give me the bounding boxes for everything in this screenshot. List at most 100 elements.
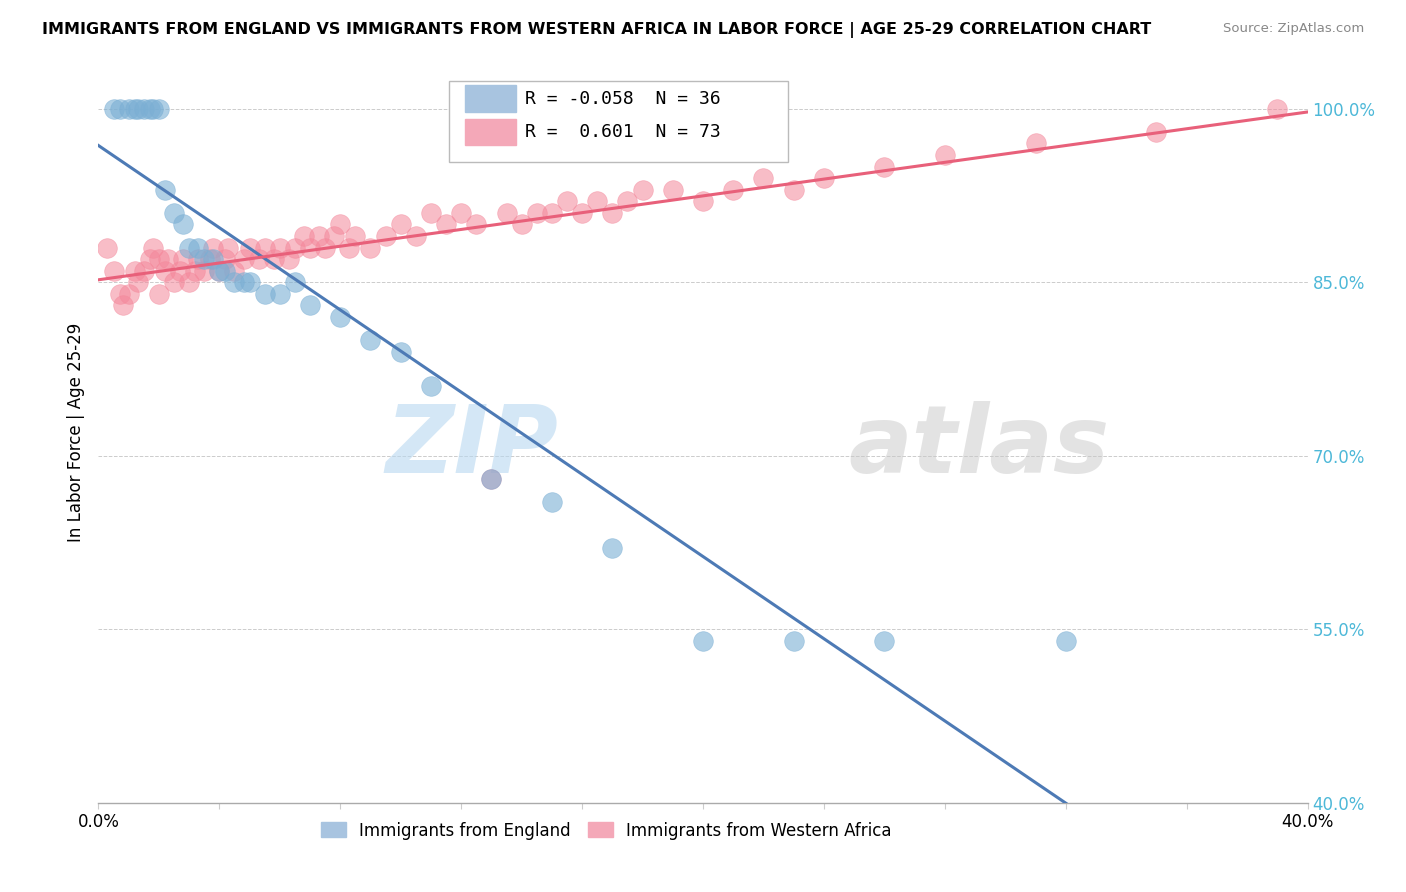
Point <box>752 171 775 186</box>
Point <box>277 252 299 266</box>
Legend: Immigrants from England, Immigrants from Western Africa: Immigrants from England, Immigrants from… <box>315 815 898 847</box>
Point <box>284 275 307 289</box>
Point <box>132 263 155 277</box>
Point <box>118 286 141 301</box>
Point <box>187 240 209 254</box>
Text: atlas: atlas <box>848 401 1109 493</box>
Point <box>405 229 427 244</box>
Point <box>1267 102 1289 116</box>
Point <box>202 240 225 254</box>
Point <box>200 252 222 266</box>
Point <box>481 472 503 486</box>
Point <box>631 183 654 197</box>
Point <box>217 240 239 254</box>
FancyBboxPatch shape <box>465 119 516 145</box>
FancyBboxPatch shape <box>465 86 516 112</box>
Point <box>616 194 638 209</box>
Point <box>142 240 165 254</box>
Point <box>389 344 412 359</box>
Point <box>360 333 382 347</box>
Point <box>253 240 276 254</box>
Point <box>360 240 382 254</box>
Point <box>179 240 201 254</box>
Point <box>153 183 176 197</box>
Point <box>163 275 186 289</box>
Point <box>344 229 367 244</box>
Point <box>783 633 806 648</box>
Point <box>374 229 396 244</box>
Point <box>193 263 215 277</box>
Point <box>269 286 291 301</box>
Point <box>184 263 207 277</box>
Point <box>169 263 191 277</box>
Point <box>148 102 170 116</box>
Point <box>420 206 443 220</box>
Point <box>148 286 170 301</box>
Text: R = -0.058  N = 36: R = -0.058 N = 36 <box>526 90 721 108</box>
Point <box>723 183 745 197</box>
Point <box>434 218 457 232</box>
Point <box>1144 125 1167 139</box>
Point <box>214 263 236 277</box>
Point <box>124 263 146 277</box>
Point <box>661 183 683 197</box>
Point <box>103 263 125 277</box>
Point <box>450 206 472 220</box>
Point <box>555 194 578 209</box>
Point <box>284 240 307 254</box>
Point <box>337 240 360 254</box>
Text: ZIP: ZIP <box>385 401 558 493</box>
Point <box>214 252 236 266</box>
Point <box>156 252 179 266</box>
Point <box>1054 633 1077 648</box>
Point <box>269 240 291 254</box>
Point <box>148 252 170 266</box>
Point <box>526 206 548 220</box>
Point <box>232 252 254 266</box>
Point <box>111 298 134 312</box>
Point <box>139 252 162 266</box>
Point <box>571 206 593 220</box>
Point <box>103 102 125 116</box>
Point <box>692 194 714 209</box>
Point <box>247 252 270 266</box>
Point <box>202 252 225 266</box>
Point <box>495 206 517 220</box>
Point <box>292 229 315 244</box>
Text: R =  0.601  N = 73: R = 0.601 N = 73 <box>526 123 721 141</box>
Point <box>96 240 118 254</box>
Point <box>239 240 262 254</box>
Point <box>118 102 141 116</box>
Point <box>132 102 155 116</box>
Point <box>323 229 346 244</box>
Y-axis label: In Labor Force | Age 25-29: In Labor Force | Age 25-29 <box>66 323 84 542</box>
Point <box>510 218 533 232</box>
Point <box>314 240 336 254</box>
Point <box>224 263 246 277</box>
Point <box>108 286 131 301</box>
Point <box>239 275 262 289</box>
Point <box>163 206 186 220</box>
Point <box>124 102 146 116</box>
Point <box>329 218 352 232</box>
Point <box>179 275 201 289</box>
Point <box>253 286 276 301</box>
Point <box>420 379 443 393</box>
Point <box>142 102 165 116</box>
Point <box>329 310 352 324</box>
Point <box>263 252 285 266</box>
Point <box>127 102 149 116</box>
Point <box>481 472 503 486</box>
Point <box>153 263 176 277</box>
Point <box>873 160 896 174</box>
Text: Source: ZipAtlas.com: Source: ZipAtlas.com <box>1223 22 1364 36</box>
Point <box>389 218 412 232</box>
Point <box>1024 136 1046 151</box>
Point <box>299 298 322 312</box>
Point <box>193 252 215 266</box>
Point <box>934 148 956 162</box>
Point <box>540 206 562 220</box>
Point <box>108 102 131 116</box>
Point <box>465 218 488 232</box>
FancyBboxPatch shape <box>449 81 787 162</box>
